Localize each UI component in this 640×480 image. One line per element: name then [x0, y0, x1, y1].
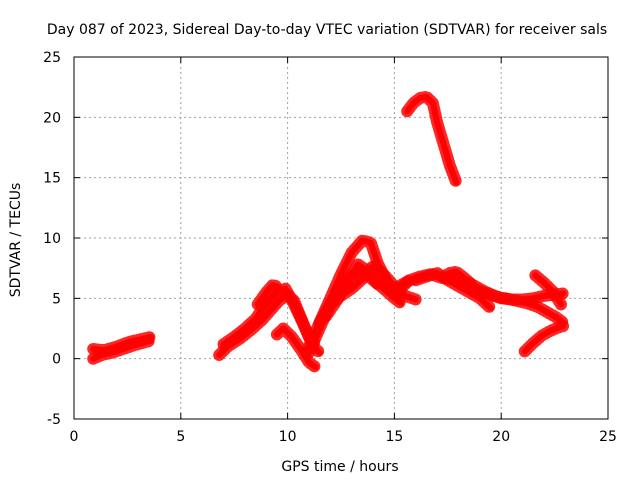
axis-ticks: 0 5 10 15 20 25 -5 0 5 10 15 20 25	[43, 50, 617, 445]
series-arc-10-markers	[320, 258, 384, 323]
series-arc-4-markers	[217, 282, 322, 351]
series-group	[87, 90, 570, 374]
y-tick-label: 20	[43, 110, 61, 126]
y-axis-label: SDTVAR / TECUs	[8, 183, 24, 298]
x-tick-label: 20	[492, 429, 510, 445]
x-tick-label: 0	[70, 429, 79, 445]
series-arc-12-markers	[409, 267, 497, 314]
x-axis-label: GPS time / hours	[281, 459, 398, 475]
series-arc-13-markers	[437, 265, 478, 290]
x-tick-label: 10	[279, 429, 297, 445]
series-arc-6-markers	[270, 322, 322, 374]
y-tick-label: 15	[43, 171, 61, 187]
y-tick-label: 0	[52, 352, 61, 368]
chart-title: Day 087 of 2023, Sidereal Day-to-day VTE…	[47, 22, 607, 38]
y-tick-label: -5	[47, 412, 61, 428]
y-tick-label: 5	[52, 291, 61, 307]
series-arc-18-markers	[401, 90, 463, 189]
series-arc-2-markers	[87, 330, 157, 357]
series-arc-5-markers	[251, 279, 283, 311]
y-tick-label: 25	[43, 50, 61, 66]
series-arc-15-markers	[499, 292, 570, 329]
x-tick-label: 15	[385, 429, 403, 445]
y-tick-label: 10	[43, 231, 61, 247]
series-arc-16-markers	[529, 269, 567, 311]
x-tick-label: 25	[599, 429, 617, 445]
series-arc-17-markers	[518, 320, 570, 358]
x-tick-label: 5	[176, 429, 185, 445]
